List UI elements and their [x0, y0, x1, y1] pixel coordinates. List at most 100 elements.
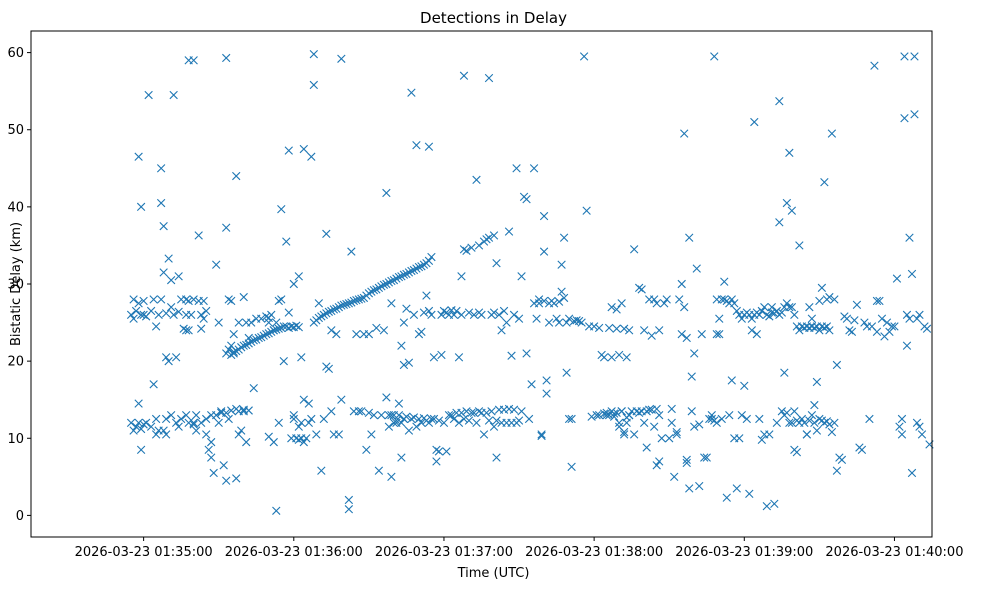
data-point — [905, 314, 914, 323]
data-point — [537, 430, 546, 439]
data-point — [151, 322, 161, 331]
data-point — [845, 326, 854, 335]
data-point — [592, 410, 601, 420]
data-point — [482, 408, 491, 418]
data-point — [652, 404, 661, 414]
data-point — [362, 445, 371, 455]
data-point — [782, 299, 792, 308]
data-point — [139, 310, 148, 320]
data-point — [234, 318, 243, 327]
data-point — [424, 306, 434, 316]
data-point — [459, 71, 469, 80]
data-point — [579, 52, 589, 61]
data-point — [559, 293, 569, 303]
data-point — [619, 427, 629, 437]
data-point — [169, 310, 178, 320]
y-tick-label: 50 — [7, 123, 24, 138]
data-point — [384, 422, 394, 431]
data-point — [161, 353, 171, 362]
data-point — [614, 418, 624, 428]
data-point — [262, 312, 271, 321]
data-point — [272, 325, 281, 334]
data-point — [151, 414, 161, 424]
data-point — [437, 310, 446, 320]
data-point — [912, 314, 922, 323]
data-point — [272, 506, 281, 515]
data-point — [617, 299, 626, 308]
data-point — [870, 61, 879, 70]
data-point — [159, 426, 168, 435]
data-point — [785, 418, 794, 428]
data-point — [772, 418, 782, 428]
data-point — [472, 175, 481, 185]
data-point — [434, 416, 444, 425]
data-point — [222, 349, 231, 358]
data-point — [900, 113, 909, 123]
data-point — [364, 329, 374, 339]
data-point — [832, 360, 842, 370]
data-point — [472, 418, 481, 428]
data-point — [687, 407, 696, 416]
data-point — [352, 296, 361, 305]
data-point — [594, 410, 604, 420]
data-point — [765, 430, 774, 439]
data-point — [274, 296, 283, 306]
data-point — [129, 314, 138, 323]
data-point — [164, 356, 173, 366]
data-point — [169, 90, 178, 100]
data-point — [327, 306, 336, 316]
x-tick-label: 2026-03-23 01:39:00 — [675, 545, 813, 560]
data-point — [209, 468, 218, 478]
data-point — [307, 414, 316, 424]
data-point — [222, 476, 231, 485]
data-point — [171, 353, 181, 362]
data-point — [557, 260, 566, 269]
data-point — [197, 310, 206, 320]
data-point — [842, 314, 852, 323]
data-point — [154, 310, 163, 320]
data-point — [897, 414, 907, 424]
data-point — [224, 414, 233, 424]
data-point — [682, 455, 691, 465]
data-point — [549, 299, 559, 308]
data-point — [247, 318, 256, 327]
data-point — [327, 407, 336, 416]
data-point — [667, 404, 676, 414]
data-point — [377, 282, 386, 291]
data-point — [825, 326, 834, 335]
data-point — [727, 295, 736, 304]
data-point — [264, 329, 273, 338]
data-point — [680, 129, 689, 138]
data-point — [564, 314, 574, 323]
data-point — [830, 295, 839, 304]
data-point — [634, 408, 644, 418]
data-point — [522, 349, 531, 358]
data-point — [672, 430, 681, 439]
data-point — [662, 295, 671, 304]
data-point — [644, 405, 654, 414]
data-point — [852, 300, 862, 310]
data-point — [672, 427, 681, 437]
data-point — [537, 431, 546, 441]
data-point — [587, 412, 596, 421]
data-point — [212, 260, 221, 269]
data-point — [229, 347, 238, 357]
data-point — [404, 426, 414, 435]
data-point — [364, 408, 374, 418]
data-point — [860, 318, 869, 327]
data-point — [529, 164, 539, 173]
data-point — [407, 414, 416, 424]
data-point — [424, 418, 434, 428]
data-point — [782, 198, 792, 208]
data-point — [517, 407, 526, 416]
y-tick-label: 0 — [16, 509, 24, 524]
data-point — [357, 294, 366, 303]
data-point — [770, 499, 779, 509]
data-point — [239, 407, 248, 416]
data-point — [457, 408, 466, 418]
data-point — [297, 418, 306, 428]
data-point — [469, 408, 479, 418]
data-point — [257, 314, 266, 323]
data-point — [274, 418, 283, 428]
